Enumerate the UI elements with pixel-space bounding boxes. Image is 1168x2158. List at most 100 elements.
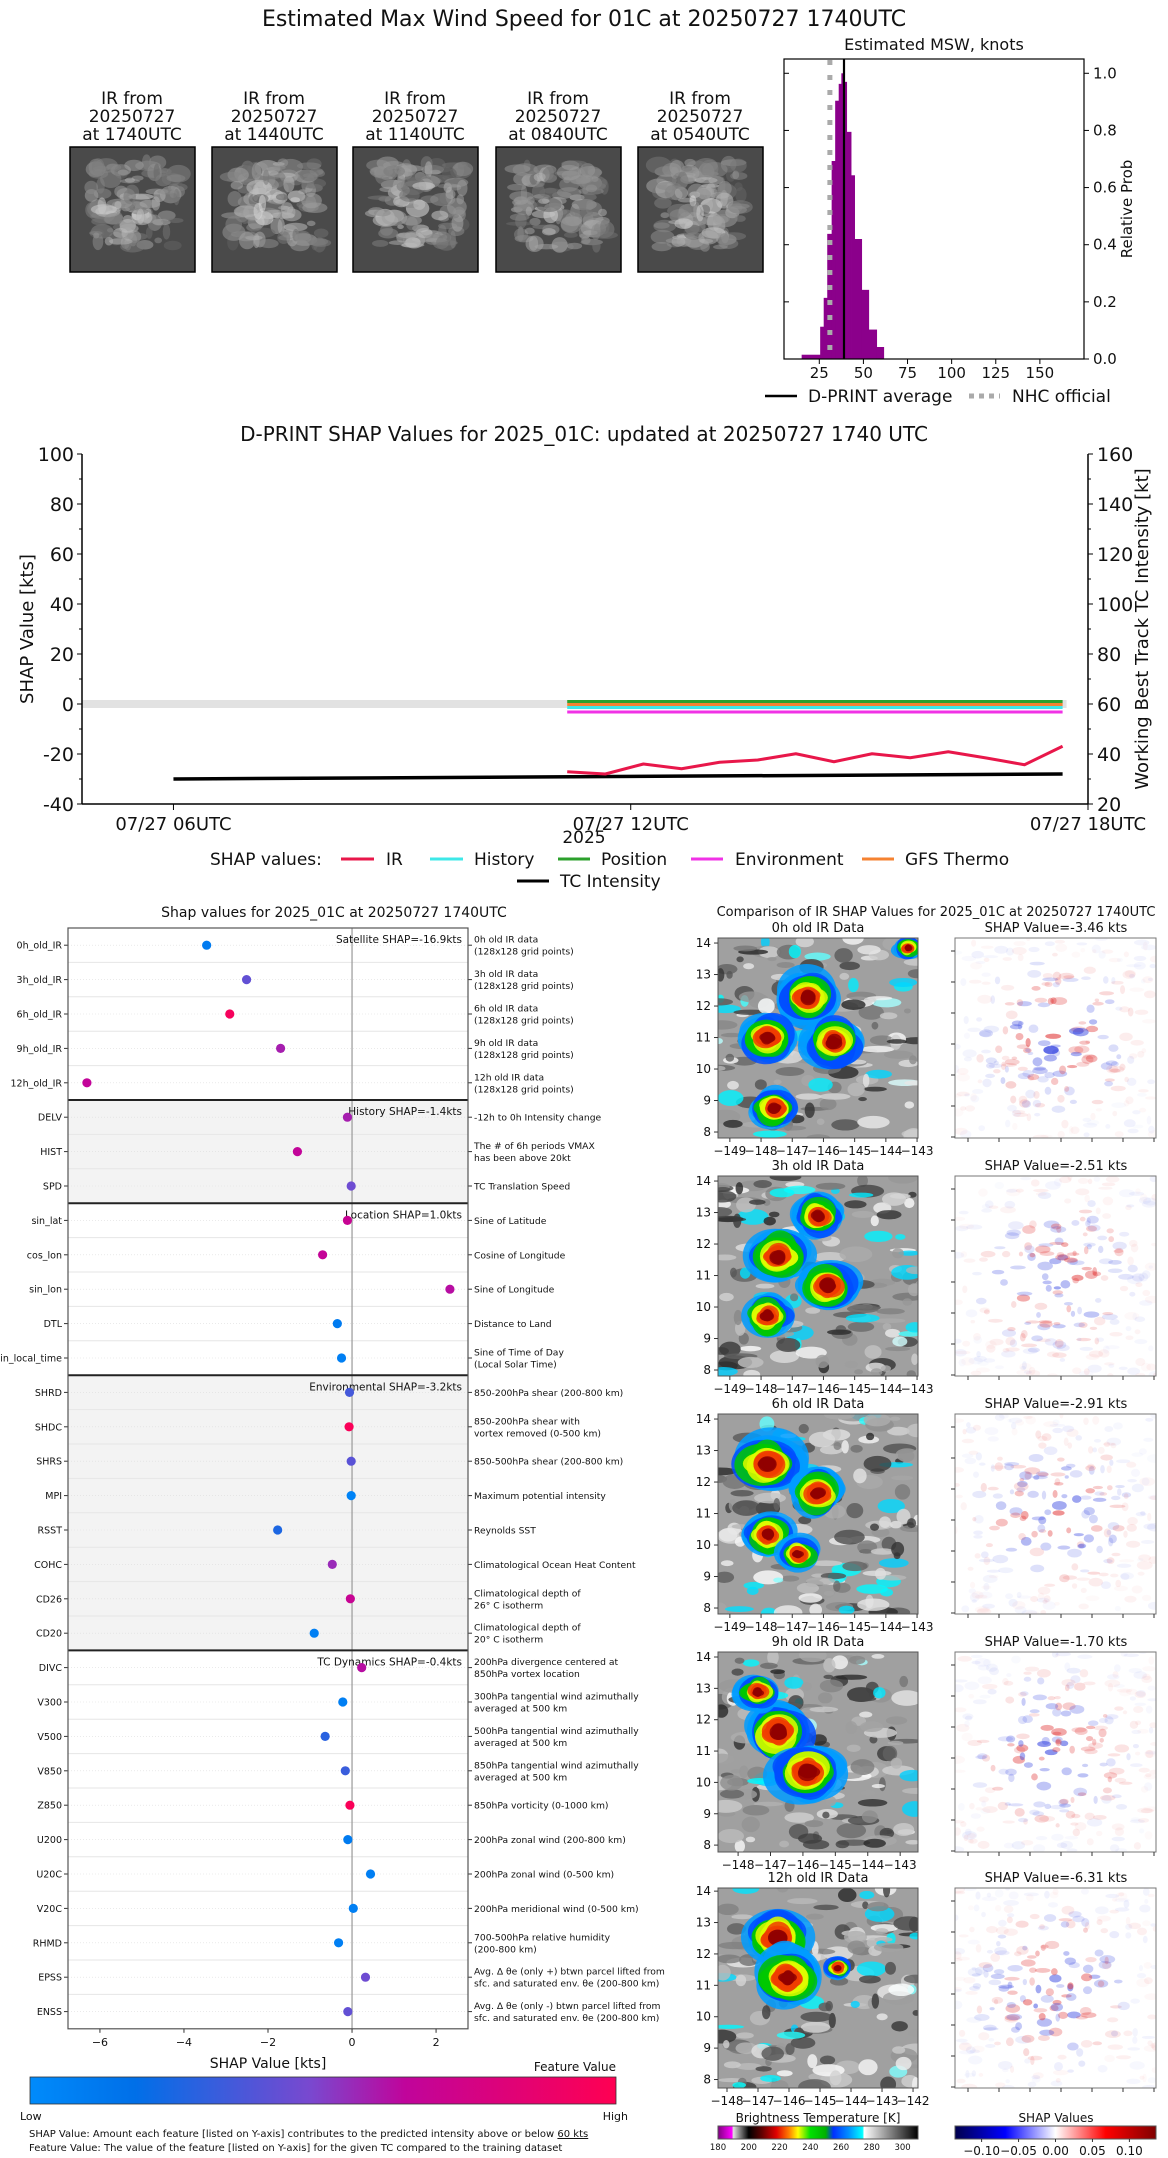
- negative-shap-blob: [1131, 1729, 1142, 1735]
- negative-shap-blob: [1016, 1591, 1022, 1599]
- negative-shap-blob: [1115, 1804, 1128, 1810]
- dotplot-title: Shap values for 2025_01C at 20250727 174…: [161, 905, 507, 921]
- negative-shap-blob: [1108, 1363, 1115, 1368]
- ir-texture: [909, 1932, 918, 1940]
- y-tick-label: 0.2: [1093, 293, 1117, 311]
- positive-shap-blob: [1138, 1767, 1150, 1773]
- negative-shap-blob: [1098, 1960, 1112, 1969]
- negative-shap-blob: [1142, 2084, 1156, 2088]
- positive-shap-blob: [1147, 1512, 1152, 1522]
- negative-shap-blob: [995, 1365, 1004, 1369]
- y-tick-label: 11: [696, 1031, 711, 1045]
- positive-shap-blob: [1005, 1081, 1017, 1089]
- positive-shap-blob: [995, 1926, 1009, 1935]
- negative-shap-blob: [1129, 1763, 1143, 1768]
- negative-shap-blob: [1072, 1027, 1089, 1037]
- x-tick-label: −148: [745, 1382, 778, 1396]
- positive-shap-blob: [978, 2032, 990, 2041]
- negative-shap-blob: [1103, 976, 1109, 984]
- negative-shap-blob: [1005, 1119, 1011, 1128]
- positive-shap-blob: [1071, 1583, 1078, 1589]
- thumbnail-frame: [495, 146, 622, 273]
- positive-shap-blob: [1016, 1733, 1030, 1740]
- ir-texture: [836, 1822, 867, 1839]
- positive-shap-blob: [1107, 1753, 1121, 1757]
- positive-shap-blob: [1142, 1673, 1151, 1681]
- negative-shap-blob: [971, 1813, 981, 1819]
- ir-texture: [741, 1816, 760, 1833]
- cloud-blob: [373, 209, 391, 217]
- ir-texture: [718, 1964, 731, 1981]
- negative-shap-blob: [997, 2061, 1013, 2070]
- x-tick-label: −143: [901, 1382, 934, 1396]
- negative-shap-blob: [973, 1534, 983, 1539]
- positive-shap-blob: [1047, 1696, 1056, 1701]
- bt-colorbar-label: Brightness Temperature [K]: [736, 2111, 901, 2125]
- ir-texture: [763, 1216, 776, 1226]
- negative-shap-blob: [1075, 1435, 1083, 1441]
- positive-shap-blob: [1149, 1769, 1156, 1775]
- negative-shap-blob: [1027, 1051, 1034, 1056]
- positive-shap-blob: [1025, 1416, 1036, 1425]
- positive-shap-blob: [1040, 1724, 1054, 1731]
- x-tick-label: 07/27 06UTC: [115, 814, 231, 835]
- negative-shap-blob: [1134, 1339, 1148, 1345]
- feature-name-label: U200: [37, 1835, 62, 1846]
- negative-shap-blob: [1126, 1077, 1137, 1086]
- cloud-blob: [538, 198, 550, 204]
- ir-panel-frame: [717, 1651, 919, 1853]
- negative-shap-blob: [1104, 1080, 1114, 1087]
- positive-shap-blob: [958, 1934, 969, 1938]
- cloud-blob: [556, 164, 582, 181]
- negative-shap-blob: [1029, 1709, 1040, 1714]
- negative-shap-blob: [1015, 2035, 1032, 2044]
- feature-name-label: RHMD: [33, 1938, 62, 1949]
- positive-shap-blob: [1142, 1920, 1151, 1926]
- positive-shap-blob: [1150, 2043, 1155, 2049]
- negative-shap-blob: [1004, 1200, 1016, 1209]
- negative-shap-blob: [1050, 2002, 1064, 2012]
- cloud-blob: [265, 209, 284, 215]
- positive-shap-blob: [1098, 1349, 1110, 1358]
- positive-shap-blob: [1152, 1926, 1156, 1932]
- positive-shap-blob: [1124, 1100, 1130, 1106]
- feature-description: 6h old IR data: [474, 1004, 538, 1015]
- histogram-bar: [854, 239, 863, 359]
- thumbnail-frame: [352, 146, 479, 273]
- negative-shap-blob: [1008, 1773, 1015, 1783]
- negative-shap-blob: [1066, 1848, 1078, 1852]
- positive-shap-blob: [1087, 1178, 1093, 1185]
- negative-shap-blob: [1040, 1995, 1054, 2003]
- feature-description: Sine of Longitude: [474, 1285, 555, 1296]
- negative-shap-blob: [1059, 1740, 1069, 1747]
- negative-shap-blob: [1045, 1703, 1059, 1710]
- positive-shap-blob: [962, 1340, 971, 1347]
- positive-shap-blob: [1064, 1085, 1070, 1092]
- thumbnail-caption: 20250727: [515, 107, 602, 127]
- negative-shap-blob: [1113, 1664, 1121, 1672]
- negative-shap-blob: [1037, 1323, 1051, 1331]
- negative-shap-blob: [962, 1713, 974, 1720]
- x-tick-label: −142: [897, 2094, 930, 2108]
- ir-texture: [891, 1475, 914, 1481]
- positive-shap-blob: [1134, 1691, 1146, 1699]
- negative-shap-blob: [1127, 1055, 1135, 1064]
- positive-shap-blob: [1001, 1055, 1010, 1061]
- positive-shap-blob: [1139, 1108, 1146, 1113]
- group-shap-label: Environmental SHAP=-3.2kts: [309, 1381, 462, 1393]
- thumbnail-caption: IR from: [527, 89, 589, 109]
- negative-shap-blob: [1118, 1366, 1128, 1371]
- negative-shap-blob: [1067, 2042, 1079, 2051]
- feature-description: Climatological depth of: [474, 1623, 581, 1634]
- negative-shap-blob: [1126, 1204, 1135, 1208]
- positive-shap-blob: [983, 1556, 991, 1566]
- positive-shap-blob: [1013, 941, 1025, 946]
- negative-shap-blob: [1136, 1690, 1146, 1697]
- positive-shap-blob: [1023, 2048, 1030, 2057]
- x-tick-label: −146: [786, 1858, 819, 1872]
- negative-shap-blob: [1088, 1019, 1098, 1025]
- positive-shap-blob: [1049, 1241, 1065, 1245]
- positive-shap-blob: [1079, 1040, 1090, 1045]
- positive-shap-blob: [1006, 1188, 1020, 1196]
- feature-description: Reynolds SST: [474, 1526, 536, 1537]
